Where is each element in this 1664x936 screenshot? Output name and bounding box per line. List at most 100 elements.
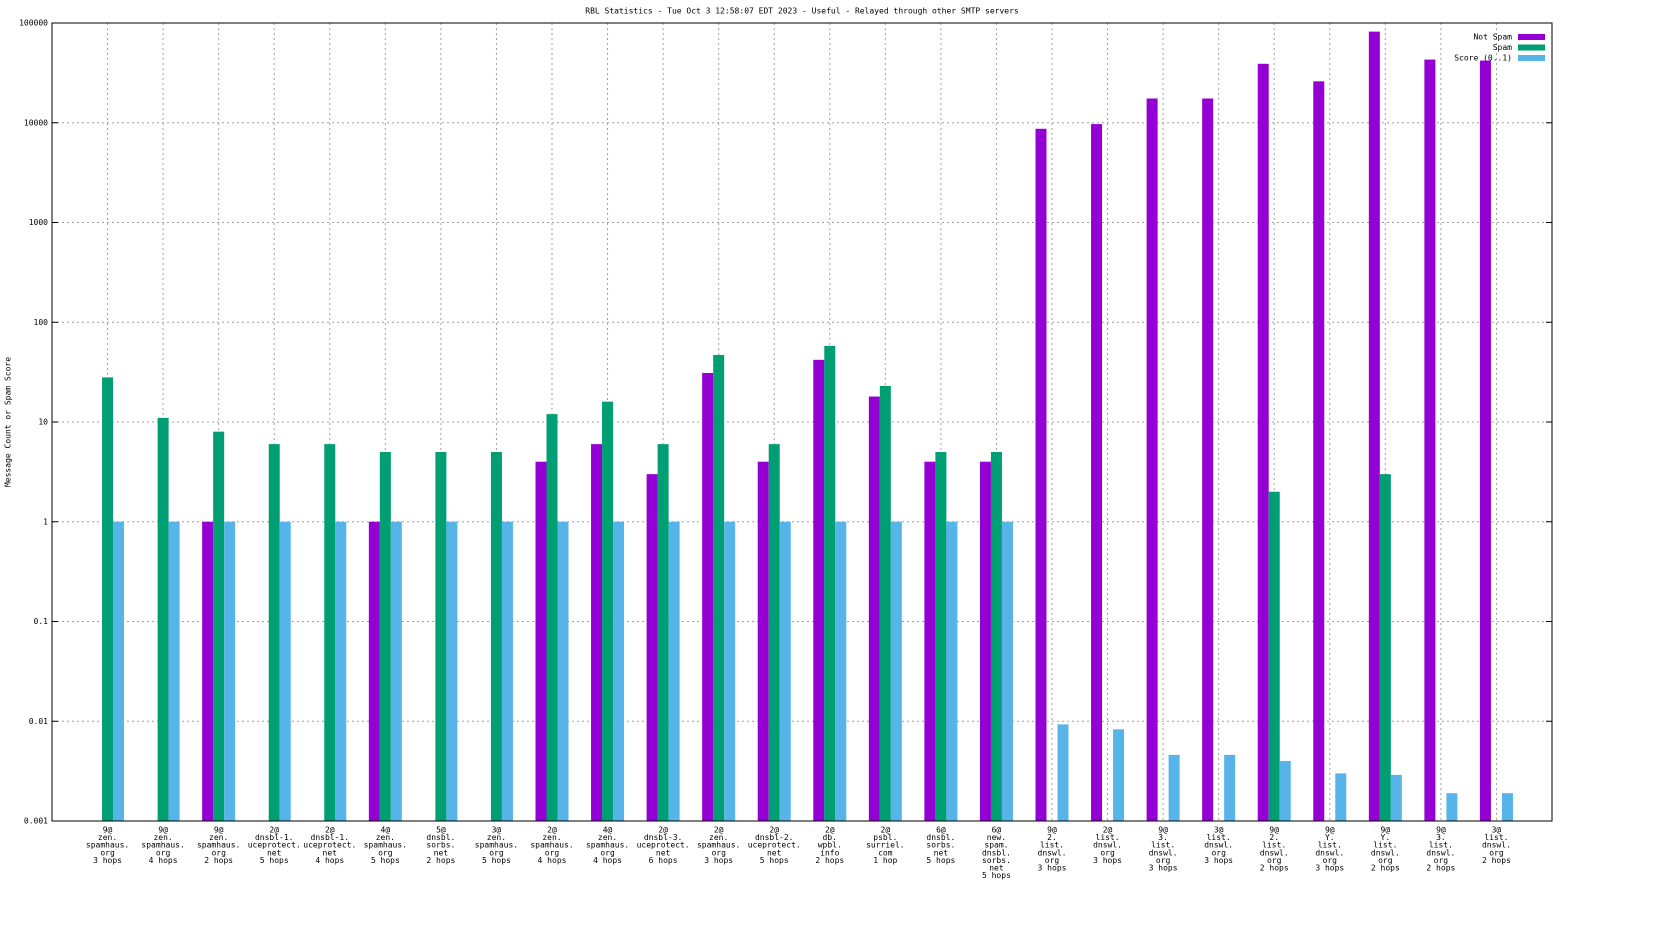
x-tick-label: 6 hops [649,856,678,865]
plot-frame [51,22,1553,822]
x-tick-label: uceprotect. [248,841,301,850]
x-tick-label: 5@ [436,826,446,835]
y-tick-label: 1000 [29,218,48,227]
x-tick-label: dnswl. [1315,848,1344,857]
x-tick-label: 5 hops [371,856,400,865]
bar [113,521,125,821]
x-tick-label: dnswl. [1482,841,1511,850]
bar [879,385,891,821]
bar [157,417,169,821]
bar [1057,724,1069,821]
x-tick-label: 2@ [658,826,668,835]
x-tick-label: zen. [598,833,617,842]
x-tick-label: 9@ [1269,826,1279,835]
legend-label: Spam [1493,43,1512,52]
x-tick-label: dnsbl-2. [755,833,794,842]
bar [490,452,502,821]
bar [591,444,603,821]
bar [546,414,558,821]
bar [435,452,447,821]
bar [213,431,225,821]
y-tick-label: 100000 [19,19,48,28]
x-tick-label: wpbl. [818,841,842,850]
x-tick-label: 1 hop [873,856,897,865]
bar [446,521,458,821]
x-tick-label: list. [1040,841,1064,850]
x-tick-label: org [1156,856,1171,865]
bar [702,372,714,821]
x-tick-label: 3@ [1492,826,1502,835]
x-tick-label: spamhaus. [141,841,184,850]
x-tick-label: net [323,848,338,857]
x-tick-label: zen. [487,833,506,842]
x-tick-label: org [1434,856,1449,865]
x-tick-label: dnswl. [1204,841,1233,850]
bar [646,474,658,821]
x-tick-label: sorbs. [982,856,1011,865]
x-tick-label: org [545,848,560,857]
x-tick-label: surriel. [866,841,905,850]
bar [1313,81,1325,822]
x-tick-label: com [878,848,893,857]
x-tick-label: 2@ [769,826,779,835]
x-tick-label: zen. [153,833,172,842]
bar [924,461,936,821]
bar [379,452,391,821]
bar [890,521,902,821]
x-tick-label: 2. [1047,833,1057,842]
x-tick-label: 6@ [992,826,1002,835]
x-tick-label: org [1267,856,1282,865]
bar [102,377,114,821]
x-tick-label: 2@ [1103,826,1113,835]
bar [390,521,402,821]
x-tick-label: 3 hops [1149,864,1178,873]
y-axis-label: Message Count or Spam Score [4,357,13,487]
x-tick-label: dnswl. [1093,841,1122,850]
x-tick-label: 2@ [881,826,891,835]
bar [768,444,780,821]
bar [1146,98,1158,821]
x-tick-label: dnswl. [1371,848,1400,857]
legend-swatch [1518,44,1545,51]
x-tick-label: Y. [1325,833,1335,842]
bar [1202,98,1214,821]
bar [501,521,513,821]
x-tick-label: 4@ [381,826,391,835]
x-tick-label: 3 hops [93,856,122,865]
bar [1501,793,1513,821]
x-tick-label: sorbs. [926,841,955,850]
bar [335,521,347,821]
bar [713,354,725,821]
bar [224,521,236,821]
x-tick-label: spamhaus. [364,841,407,850]
x-tick-label: dnsbl. [982,848,1011,857]
x-tick-label: dnswl. [1038,848,1067,857]
bar [868,396,880,821]
x-tick-label: org [489,848,504,857]
x-tick-label: zen. [209,833,228,842]
x-tick-label: 3 hops [1315,864,1344,873]
bar [990,452,1002,821]
legend-swatch [1518,55,1545,61]
bar [613,521,625,821]
x-tick-label: 5 hops [926,856,955,865]
x-tick-label: 9@ [1436,826,1446,835]
x-tick-label: 3 hops [1038,864,1067,873]
x-tick-label: org [1211,848,1226,857]
x-tick-label: 9@ [1325,826,1335,835]
x-tick-label: list. [1151,841,1175,850]
bar [1335,773,1347,821]
x-tick-label: dnsbl. [426,833,455,842]
x-tick-label: 3. [1158,833,1168,842]
x-tick-label: org [100,848,115,857]
x-tick-label: org [1100,848,1115,857]
x-tick-label: net [934,848,949,857]
x-tick-label: sorbs. [426,841,455,850]
x-tick-label: org [378,848,393,857]
x-tick-label: 3. [1436,833,1446,842]
x-tick-label: psbl. [873,833,897,842]
x-tick-label: db. [823,833,837,842]
legend-swatch [1518,34,1545,40]
